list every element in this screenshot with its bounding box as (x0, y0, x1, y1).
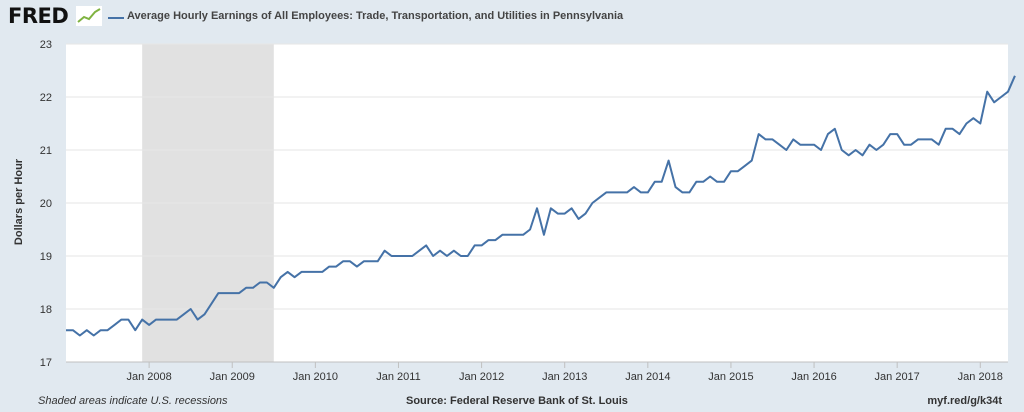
y-axis: 17 18 19 20 21 22 23 (40, 39, 52, 369)
x-tick-label-2012-01: Jan 2012 (459, 371, 504, 383)
x-tick-label-2010-01: Jan 2010 (293, 371, 338, 383)
x-tick-label-2013-01: Jan 2013 (542, 371, 587, 383)
short-url-link[interactable]: myf.red/g/k34t (927, 395, 1002, 407)
legend-series-label[interactable]: Average Hourly Earnings of All Employees… (127, 10, 624, 22)
recession-note: Shaded areas indicate U.S. recessions (38, 395, 228, 407)
y-tick-label-21: 21 (40, 145, 52, 157)
chart-footer: Shaded areas indicate U.S. recessions So… (0, 393, 1024, 412)
x-tick-label-2018-01: Jan 2018 (958, 371, 1003, 383)
y-tick-label-20: 20 (40, 198, 52, 210)
x-axis: Jan 2008 Jan 2009 Jan 2010 Jan 2011 Jan 2012… (66, 361, 1008, 383)
x-tick-label-2017-01: Jan 2017 (875, 371, 920, 383)
x-tick-label-2011-01: Jan 2011 (376, 371, 420, 383)
chart-header: FRED Average Hourly Earnings of All Empl… (0, 0, 1024, 34)
y-axis-label: Dollars per Hour (13, 158, 25, 245)
x-tick-label-2016-01: Jan 2016 (791, 371, 836, 383)
x-tick-label-2008-01: Jan 2008 (126, 371, 171, 383)
y-tick-label-17: 17 (40, 357, 52, 369)
legend-series-swatch (108, 17, 124, 19)
chart-area: 17 18 19 20 21 22 23 Jan 2008 Jan 2009 Jan 2010 J… (0, 34, 1024, 394)
y-tick-label-22: 22 (40, 92, 52, 104)
x-tick-label-2015-01: Jan 2015 (708, 371, 753, 383)
y-tick-label-19: 19 (40, 251, 52, 263)
source-credit[interactable]: Source: Federal Reserve Bank of St. Loui… (406, 395, 628, 407)
fred-logo-graph-icon (76, 6, 102, 26)
series-layer (66, 75, 1016, 337)
x-tick-label-2009-01: Jan 2009 (210, 371, 255, 383)
series-line-0[interactable] (66, 75, 1016, 337)
x-tick-label-2014-01: Jan 2014 (625, 371, 670, 383)
y-tick-label-18: 18 (40, 304, 52, 316)
fred-logo: FRED (8, 4, 69, 28)
y-tick-label-23: 23 (40, 39, 52, 51)
